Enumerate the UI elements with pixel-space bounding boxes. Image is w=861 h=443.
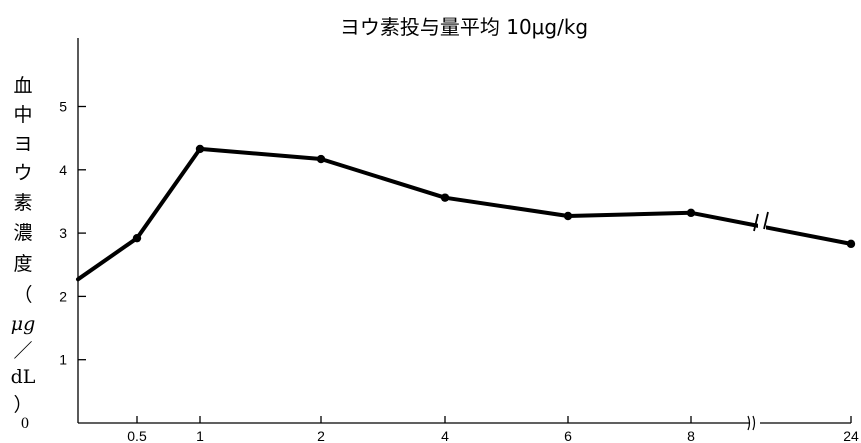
data-point <box>563 211 573 221</box>
y-axis-label-char: 度 <box>13 253 32 275</box>
data-point <box>440 193 450 202</box>
data-point <box>686 208 696 218</box>
y-axis-label-char: ／ <box>13 340 32 362</box>
y-axis-label-char: μg <box>11 313 36 335</box>
x-tick-label: 2 <box>317 428 325 443</box>
data-points <box>132 144 856 249</box>
x-tick-label: 1 <box>196 428 204 443</box>
x-ticks: 0.5 1 2 4 6 8 24 <box>127 416 859 443</box>
series-line <box>76 146 853 282</box>
x-tick-label: 24 <box>843 428 859 443</box>
data-point <box>846 239 856 249</box>
y-axis-label-char: ） <box>13 394 32 416</box>
x-tick-label: 0.5 <box>127 428 147 443</box>
y-tick-label: 3 <box>59 225 67 241</box>
data-point <box>316 154 326 164</box>
y-axis-label-char: 濃 <box>13 222 32 244</box>
y-axis-label-char: dL <box>11 366 36 388</box>
y-tick-label: 5 <box>59 99 67 115</box>
y-axis-label-char: 血 <box>13 75 32 97</box>
y-axis-label-char: ヨ <box>13 133 32 155</box>
y-tick-label: 1 <box>59 352 67 368</box>
line-break-mark <box>753 211 769 232</box>
origin-label: 0 <box>21 415 29 432</box>
x-tick-label: 6 <box>564 428 572 443</box>
x-tick-label: 8 <box>687 428 695 443</box>
y-axis-label-char: ウ <box>13 162 32 184</box>
y-axis-label-char: （ <box>13 284 32 306</box>
y-axis-label-char: 中 <box>13 104 32 126</box>
y-tick-label: 4 <box>59 162 67 178</box>
y-ticks: 1 2 3 4 5 <box>59 99 86 368</box>
chart-title: ヨウ素投与量平均 10μg/kg <box>340 15 588 39</box>
data-point <box>132 233 142 243</box>
x-tick-label: 4 <box>441 428 449 443</box>
y-axis-label-char: 素 <box>13 192 32 214</box>
x-axis-break-mark <box>747 415 756 431</box>
data-point <box>195 144 205 154</box>
y-tick-label: 2 <box>59 288 67 304</box>
